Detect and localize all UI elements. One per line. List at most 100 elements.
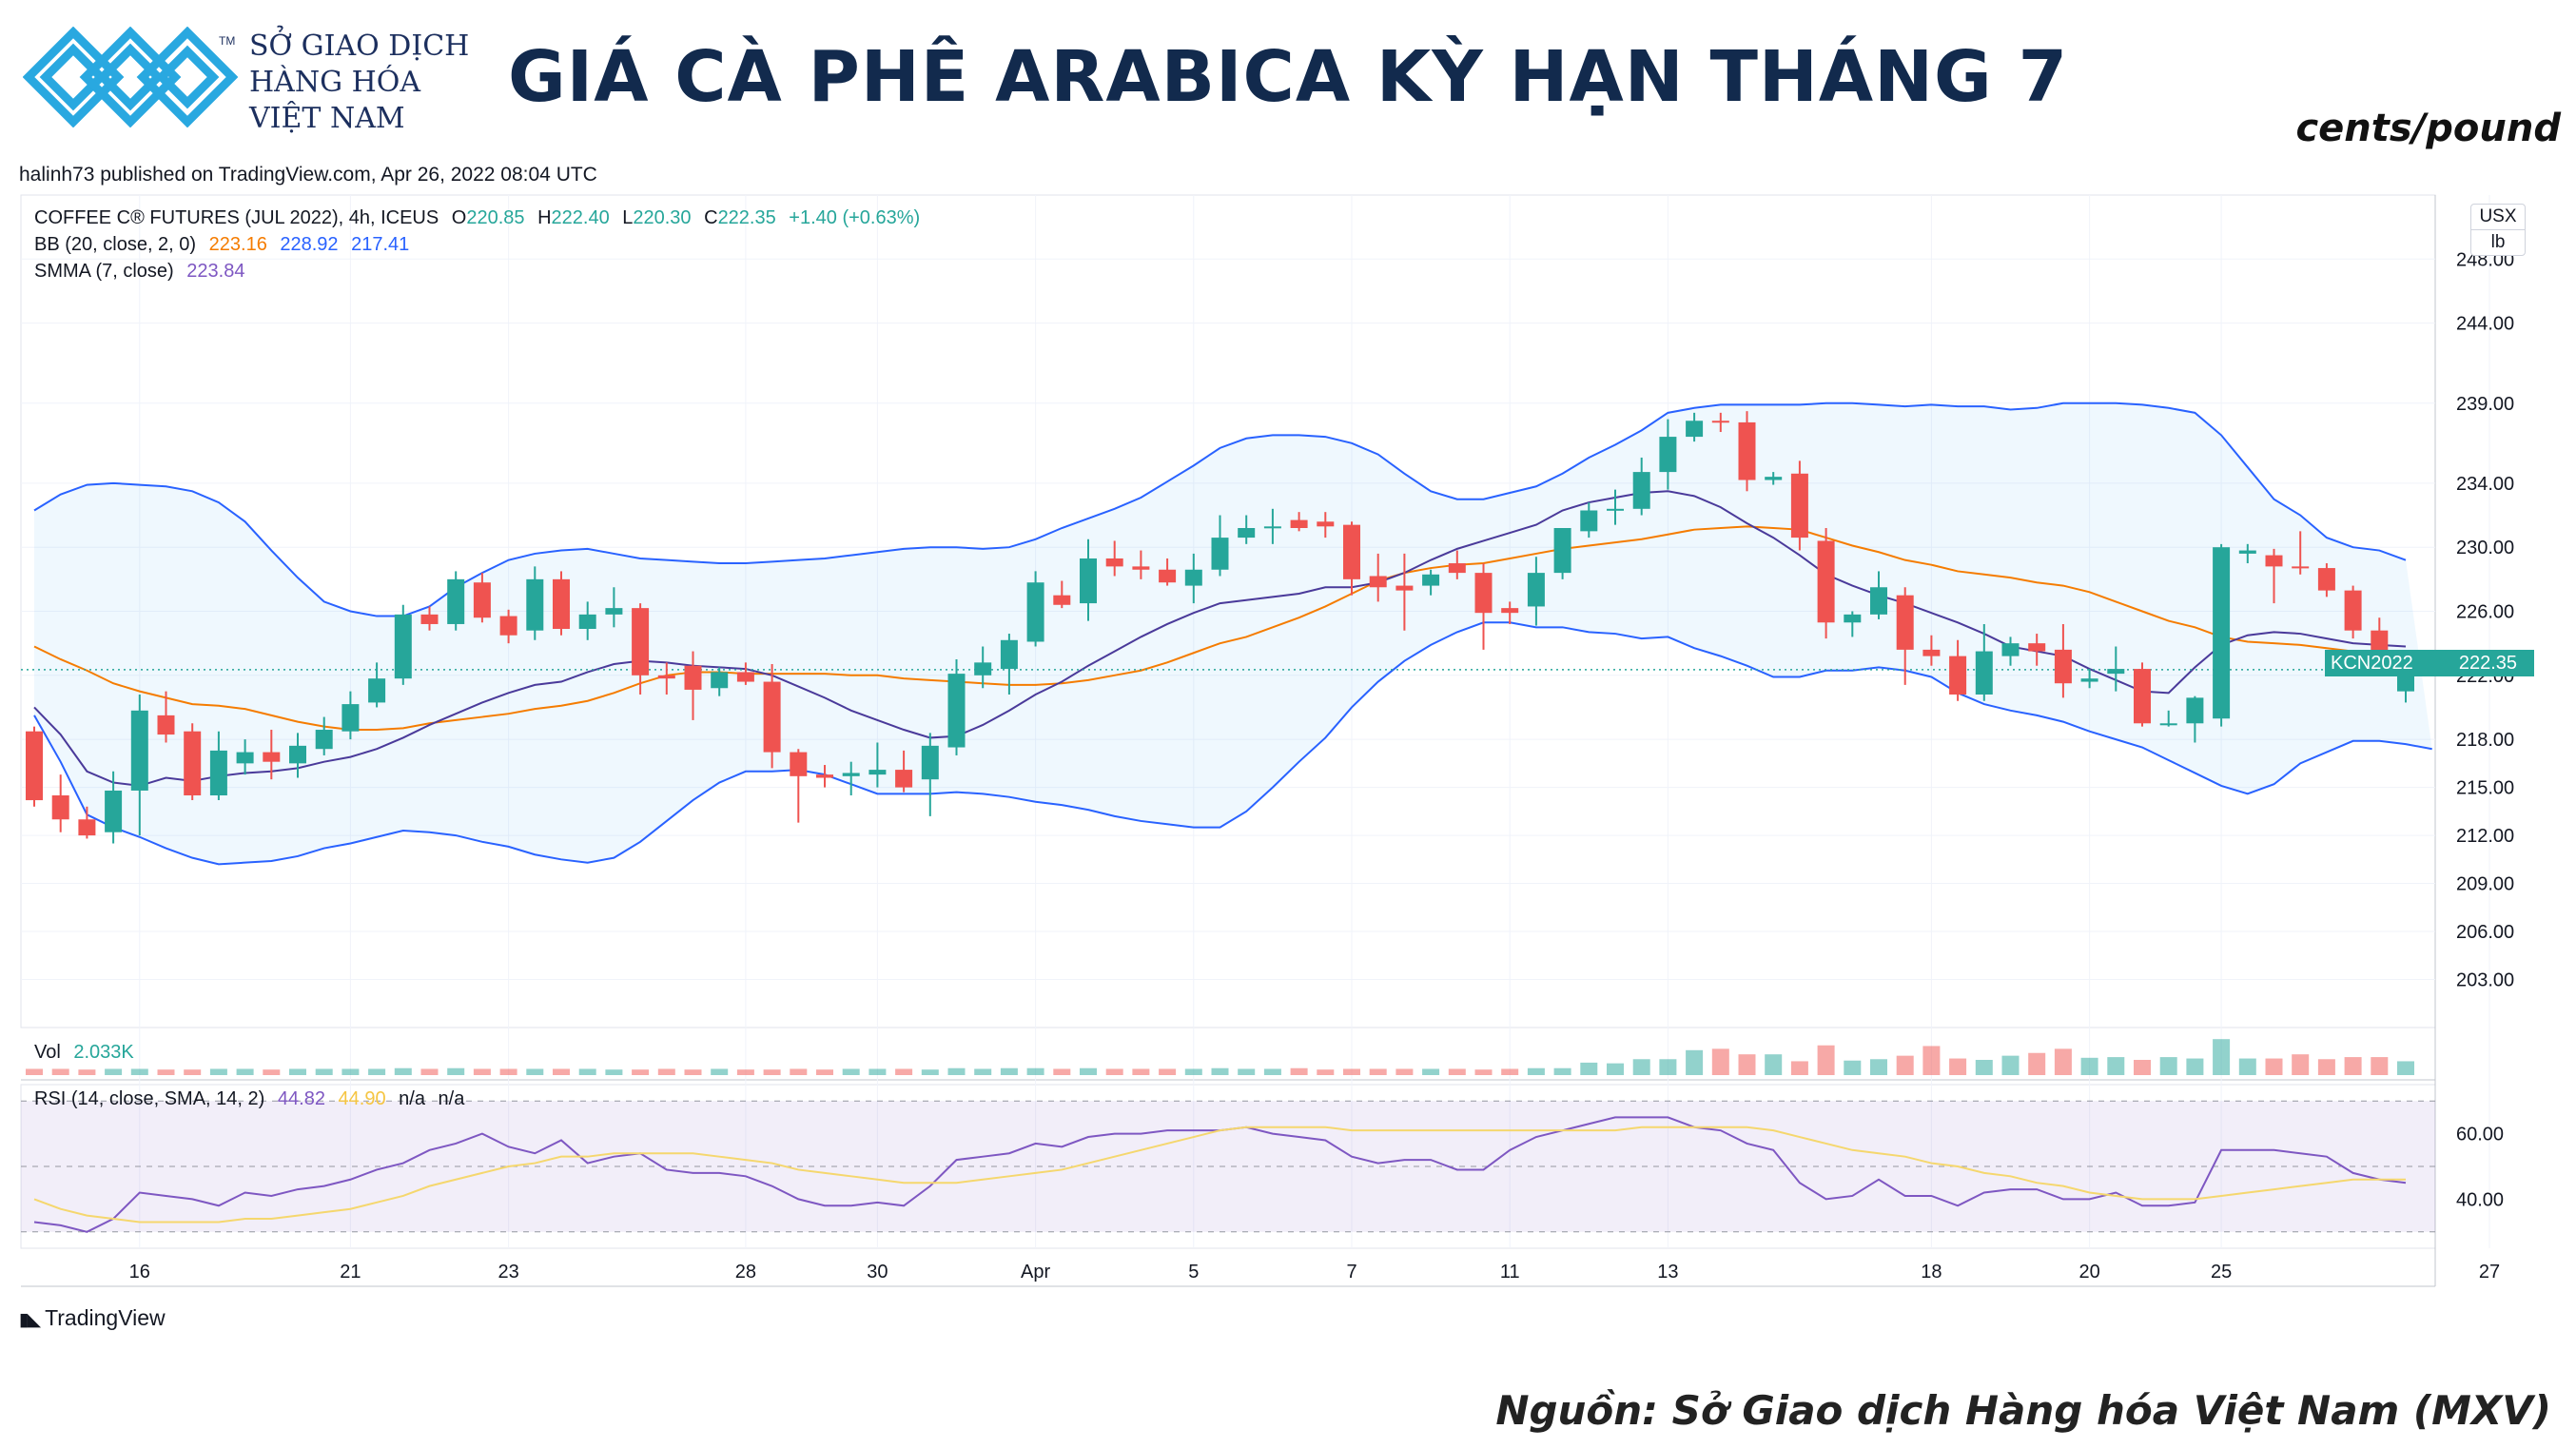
x-tick-label: 7 [1346, 1262, 1356, 1283]
candle-body [2238, 550, 2256, 554]
volume-bar [1080, 1067, 1097, 1075]
logo-line-3: VIỆT NAM [249, 102, 405, 135]
volume-bar [816, 1069, 833, 1075]
currency-selector[interactable]: USX lb [2470, 204, 2526, 256]
volume-bar [342, 1068, 360, 1075]
volume-bar [2001, 1055, 2020, 1075]
x-tick-label: 18 [1921, 1262, 1942, 1283]
candle-body [1607, 508, 1624, 511]
candle-body [1817, 540, 1835, 623]
volume-bar [78, 1069, 96, 1075]
rsi-tick-label: 60.00 [2456, 1125, 2504, 1145]
legend-bb-label: BB (20, close, 2, 0) [34, 234, 197, 255]
volume-bar [1053, 1068, 1071, 1075]
candle-body [157, 715, 175, 735]
candle-body [526, 578, 544, 631]
tradingview-brand[interactable]: ▮◣ TradingView [19, 1305, 166, 1331]
candle-body [342, 704, 360, 732]
y-tick-label: 212.00 [2456, 826, 2514, 847]
legend-rsi: RSI (14, close, SMA, 14, 2) 44.82 44.90 … [34, 1088, 472, 1110]
legend-rsi-value: 44.82 [277, 1088, 325, 1109]
candle-body [1290, 519, 1308, 528]
candle-body [553, 578, 570, 630]
y-tick-label: 203.00 [2456, 970, 2514, 991]
volume-bar [526, 1068, 544, 1075]
volume-bar [1949, 1058, 1967, 1075]
candle-body [1659, 437, 1677, 473]
last-price-badge: KCN2022 222.35 [2325, 650, 2534, 676]
volume-bar [1607, 1063, 1624, 1075]
volume-bar [2107, 1057, 2125, 1075]
volume-bar [790, 1068, 808, 1075]
candle-body [78, 819, 96, 836]
volume-bar [2292, 1054, 2310, 1075]
candle-body [1080, 558, 1097, 604]
volume-bar [1896, 1055, 1914, 1075]
volume-bar [2159, 1057, 2177, 1075]
volume-bar [1711, 1048, 1729, 1075]
volume-bar [1184, 1068, 1202, 1075]
volume-bar [657, 1068, 675, 1075]
volume-bar [447, 1067, 465, 1075]
volume-bar [2265, 1058, 2283, 1075]
legend-l-label: L [622, 207, 634, 228]
candle-body [2080, 678, 2098, 682]
volume-bar [1501, 1068, 1519, 1075]
candle-body [1132, 566, 1150, 570]
volume-bar [2054, 1048, 2072, 1075]
candle-body [1632, 472, 1650, 509]
candle-body [578, 614, 596, 630]
candle-body [1184, 569, 1202, 586]
candle-body [1263, 526, 1281, 529]
candle-body [684, 665, 702, 690]
candle-body [1870, 587, 1887, 615]
tradingview-label: TradingView [45, 1305, 166, 1330]
y-tick-label: 215.00 [2456, 778, 2514, 799]
y-tick-label: 244.00 [2456, 314, 2514, 335]
volume-bar [1765, 1054, 1783, 1075]
volume-bar [1211, 1067, 1229, 1075]
bb-basis-line [33, 525, 2407, 732]
volume-bar [1553, 1067, 1571, 1075]
tradingview-logo-icon: ▮◣ [19, 1310, 41, 1330]
volume-bar [895, 1068, 913, 1075]
legend-bb: BB (20, close, 2, 0) 223.16 228.92 217.4… [34, 234, 417, 256]
candle-body [209, 750, 227, 796]
volume-bar [1263, 1068, 1281, 1075]
volume-bar [2186, 1058, 2204, 1075]
publisher-info: halinh73 published on TradingView.com, A… [19, 164, 597, 186]
x-tick-label: 27 [2479, 1262, 2500, 1283]
x-tick-label: 16 [129, 1262, 150, 1283]
volume-bar [289, 1068, 306, 1075]
x-tick-label: 30 [867, 1262, 888, 1283]
volume-bar [1105, 1068, 1123, 1075]
candle-body [368, 678, 386, 703]
candle-body [842, 773, 860, 776]
candle-body [736, 672, 754, 682]
y-tick-label: 239.00 [2456, 394, 2514, 415]
candle-body [1896, 595, 1914, 650]
candle-body [1790, 473, 1808, 538]
candle-body [2134, 669, 2151, 724]
candle-body [1738, 421, 1756, 480]
volume-bar [1422, 1068, 1440, 1075]
volume-bar [1343, 1068, 1360, 1075]
candle-body [420, 614, 439, 624]
candle-body [1053, 595, 1071, 605]
candle-body [2001, 643, 2020, 656]
volume-bar [1395, 1068, 1414, 1075]
candle-body [1395, 585, 1414, 591]
candle-body [1686, 421, 1704, 438]
badge-value: 222.35 [2458, 653, 2517, 674]
volume-bar [684, 1069, 702, 1075]
candle-body [974, 662, 992, 676]
rsi-tick-label: 40.00 [2456, 1189, 2504, 1210]
legend-smma: SMMA (7, close) 223.84 [34, 261, 252, 283]
legend-symbol: COFFEE C® FUTURES (JUL 2022), 4h, ICEUS [34, 207, 439, 228]
legend-bb-upper: 228.92 [280, 234, 339, 255]
candle-body [1844, 614, 1862, 623]
x-tick-label: 21 [340, 1262, 361, 1283]
volume-bar [605, 1069, 623, 1075]
candle-body [26, 731, 43, 801]
